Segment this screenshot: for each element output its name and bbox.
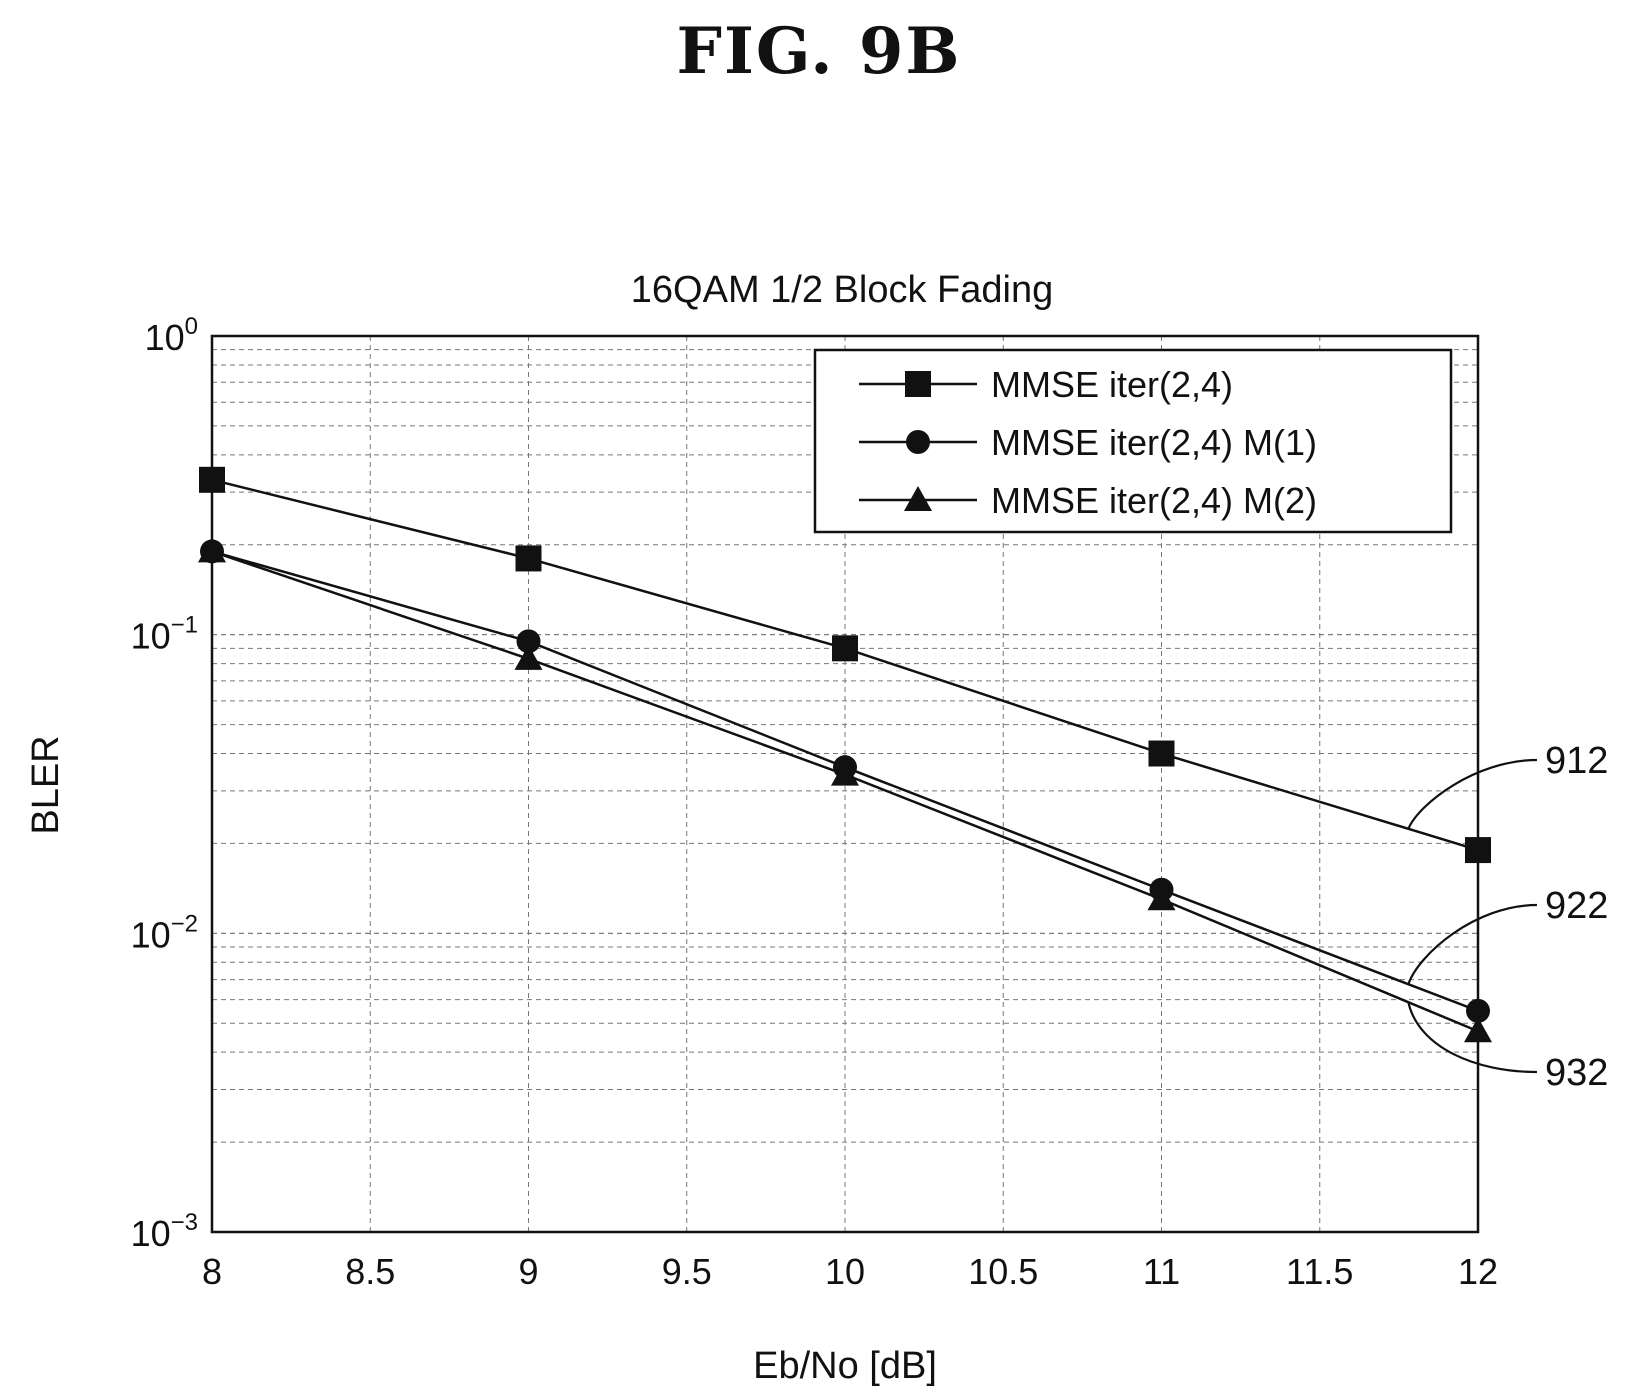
plot-area (210, 334, 1480, 1234)
data-point-circle (1466, 998, 1490, 1023)
data-point-square (1148, 740, 1175, 767)
data-point-triangle (1464, 1017, 1492, 1043)
x-tick-label: 9 (518, 1251, 538, 1292)
legend-label: MMSE iter(2,4) M(1) (991, 422, 1317, 463)
y-tick-label: 100 (145, 313, 198, 358)
y-tick-label: 10−2 (131, 910, 198, 955)
x-tick-label: 8.5 (345, 1251, 395, 1292)
annotation-leader (1407, 1001, 1538, 1074)
legend: MMSE iter(2,4) MMSE iter(2,4) M(1) MMSE it… (813, 348, 1453, 534)
data-point-triangle (514, 644, 543, 670)
x-axis: 8 8.5 9 9.5 10 10.5 11 11.5 12 (202, 1251, 1498, 1292)
legend-marker-circle (906, 430, 930, 454)
annotations: 912 922 932 (1407, 740, 1608, 1094)
x-axis-label: Eb/No [dB] (753, 1345, 937, 1387)
y-tick-label: 10−1 (131, 612, 198, 657)
x-tick-label: 12 (1458, 1251, 1498, 1292)
x-tick-label: 9.5 (662, 1251, 712, 1292)
annotation-label: 932 (1545, 1052, 1608, 1094)
x-tick-label: 10 (825, 1251, 865, 1292)
series-3 (198, 537, 1492, 1043)
annotation-label: 912 (1545, 740, 1608, 782)
y-axis: 100 10−1 10−2 10−3 (131, 313, 198, 1254)
data-point-square (199, 466, 225, 493)
annotation-label: 922 (1545, 885, 1608, 927)
data-point-square (515, 545, 542, 572)
data-point-square (832, 635, 858, 662)
annotation-leader (1407, 758, 1538, 830)
series-1 (199, 466, 1491, 864)
legend-marker-square (905, 371, 931, 397)
x-tick-label: 11.5 (1286, 1251, 1353, 1292)
series-layer (198, 466, 1492, 1043)
data-point-triangle (1147, 885, 1176, 911)
legend-marker-triangle (904, 486, 932, 511)
figure-label: FIG. 9B (676, 14, 962, 89)
data-point-triangle (831, 760, 859, 786)
y-tick-label: 10−3 (131, 1209, 198, 1254)
x-tick-label: 11 (1143, 1251, 1180, 1292)
x-tick-label: 10.5 (968, 1251, 1038, 1292)
legend-label: MMSE iter(2,4) (991, 364, 1233, 405)
annotation-leader (1407, 903, 1538, 985)
data-point-square (1465, 837, 1491, 864)
data-point-circle (516, 629, 541, 654)
x-tick-label: 8 (202, 1251, 222, 1292)
legend-label: MMSE iter(2,4) M(2) (991, 480, 1317, 521)
y-axis-label: BLER (25, 735, 67, 834)
data-point-triangle (198, 537, 226, 563)
chart-title: 16QAM 1/2 Block Fading (631, 269, 1053, 311)
